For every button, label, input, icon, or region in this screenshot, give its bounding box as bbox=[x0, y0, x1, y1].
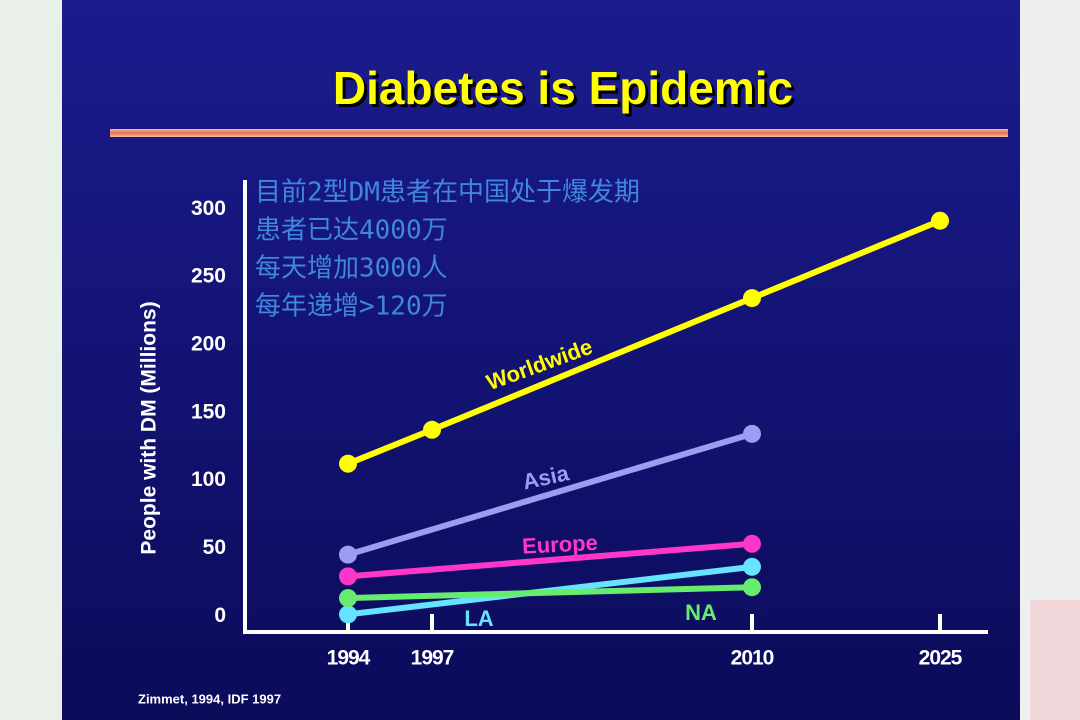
y-tick-label: 250 bbox=[191, 265, 226, 288]
data-point bbox=[339, 545, 357, 564]
x-tick-label: 1997 bbox=[411, 647, 454, 670]
title-rule bbox=[110, 129, 1008, 137]
annotation: 患者已达4000万 bbox=[255, 216, 448, 246]
data-point bbox=[339, 605, 357, 624]
series-line bbox=[346, 217, 942, 467]
series-label: NA bbox=[685, 600, 717, 625]
series-line bbox=[347, 430, 753, 558]
y-tick-label: 200 bbox=[191, 333, 226, 356]
data-point bbox=[423, 420, 441, 439]
annotation: 目前2型DM患者在中国处于爆发期 bbox=[255, 178, 640, 208]
y-tick-label: 150 bbox=[191, 400, 226, 423]
chart-title: Diabetes is Epidemic bbox=[333, 62, 793, 114]
annotation: 每年递增>120万 bbox=[255, 292, 448, 322]
data-point bbox=[931, 211, 949, 230]
series-line bbox=[347, 540, 753, 580]
x-tick-label: 2010 bbox=[731, 647, 774, 670]
series-label: Europe bbox=[521, 530, 598, 559]
y-tick-label: 0 bbox=[214, 604, 226, 627]
annotation: 每天增加3000人 bbox=[255, 254, 448, 284]
data-point bbox=[743, 424, 761, 443]
data-point bbox=[743, 289, 761, 308]
source: Zimmet, 1994, IDF 1997 bbox=[138, 691, 281, 706]
data-point bbox=[339, 567, 357, 586]
y-axis-label: People with DM (Millions) bbox=[138, 301, 161, 554]
x-tick-label: 1994 bbox=[327, 647, 371, 670]
left-decoration bbox=[0, 0, 62, 720]
x-tick-label: 2025 bbox=[919, 647, 963, 670]
title-shadow: Diabetes is Epidemic bbox=[336, 65, 796, 117]
slide-background bbox=[62, 0, 1020, 720]
y-tick-label: 50 bbox=[203, 536, 226, 559]
data-point bbox=[743, 534, 761, 553]
data-point bbox=[743, 557, 761, 576]
series-label: LA bbox=[464, 606, 493, 631]
data-point bbox=[339, 454, 357, 473]
data-point bbox=[743, 578, 761, 597]
data-point bbox=[339, 589, 357, 608]
y-tick-label: 100 bbox=[191, 468, 226, 491]
series-line bbox=[347, 584, 753, 602]
flower-decoration bbox=[1030, 600, 1080, 720]
y-tick-label: 300 bbox=[191, 197, 226, 220]
